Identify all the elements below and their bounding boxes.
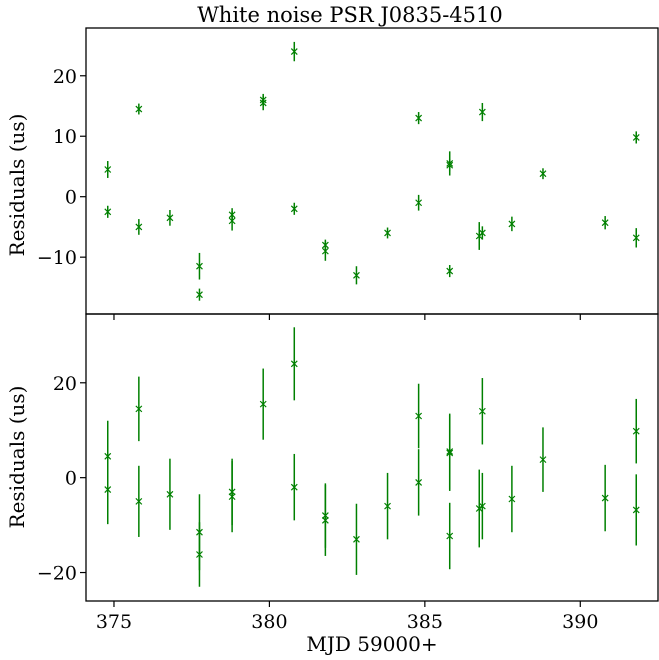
top-panel: −10 0 10 20 Residuals (us): [5, 27, 659, 320]
top-panel-y-tick-label: 20: [53, 66, 77, 88]
bottom-panel-data-point: [135, 497, 143, 505]
bottom-panel-data-point: [632, 427, 640, 435]
bottom-panel-data-point: [321, 516, 329, 524]
top-panel-data-point: [135, 223, 143, 231]
top-panel-data-point: [321, 247, 329, 255]
bottom-panel: −20 0 20 375 380 385 390 Residuals (us) MJD 59…: [5, 313, 659, 656]
top-panel-data-point: [539, 170, 547, 178]
top-panel-data-point: [632, 234, 640, 242]
x-axis-label: MJD 59000+: [306, 632, 437, 656]
x-tick-label: 380: [251, 611, 287, 633]
top-panel-data-point: [290, 48, 298, 56]
bottom-panel-data-point: [196, 551, 203, 558]
x-tick-label: 385: [407, 611, 443, 633]
top-panel-y-tick-label: −10: [37, 247, 77, 269]
top-panel-data-point: [415, 199, 423, 207]
chart-title: White noise PSR J0835-4510: [197, 3, 503, 27]
top-panel-data-point: [601, 219, 609, 227]
bottom-panel-frame: [85, 313, 659, 602]
top-panel-data-point: [478, 108, 486, 116]
bottom-panel-data-point: [632, 506, 640, 514]
top-panel-data-point: [384, 229, 391, 237]
bottom-panel-y-tick-label: 20: [53, 373, 77, 395]
top-panel-data-point: [196, 262, 203, 270]
top-panel-data-point: [290, 205, 298, 213]
bottom-panel-data-point: [290, 483, 298, 491]
bottom-panel-data-point: [446, 532, 454, 540]
bottom-panel-data-point: [478, 407, 486, 415]
bottom-panel-data-point: [259, 400, 267, 408]
bottom-panel-data-point: [384, 502, 391, 510]
top-panel-marks: [104, 41, 640, 301]
top-panel-data-point: [104, 208, 112, 216]
bottom-panel-data-point: [539, 456, 547, 464]
bottom-panel-y-tick-label: −20: [37, 563, 77, 585]
bottom-panel-data-point: [290, 360, 298, 368]
top-panel-data-point: [259, 96, 267, 104]
bottom-panel-data-point: [104, 486, 112, 493]
bottom-panel-data-point: [166, 490, 174, 498]
top-panel-y-axis-label: Residuals (us): [5, 114, 29, 257]
bottom-panel-data-point: [135, 405, 143, 413]
bottom-panel-marks: [104, 327, 640, 587]
top-panel-data-point: [166, 214, 174, 222]
top-panel-y-tick-label: 10: [53, 126, 77, 148]
bottom-panel-data-point: [228, 493, 236, 501]
bottom-panel-data-point: [446, 449, 454, 457]
bottom-panel-data-point: [508, 495, 516, 503]
top-panel-data-point: [632, 134, 640, 141]
bottom-panel-data-point: [415, 478, 423, 486]
top-panel-data-point: [353, 271, 360, 279]
bottom-panel-data-point: [415, 412, 423, 420]
top-panel-data-point: [415, 114, 423, 122]
x-tick-label: 375: [96, 611, 132, 633]
top-panel-data-point: [508, 220, 516, 228]
bottom-panel-data-point: [478, 502, 486, 510]
x-tick-label: 390: [562, 611, 598, 633]
top-panel-data-point: [228, 217, 236, 225]
top-panel-data-point: [196, 291, 203, 299]
top-panel-axes: −10 0 10 20: [37, 27, 659, 320]
bottom-panel-data-point: [353, 535, 360, 543]
top-panel-y-tick-label: 0: [65, 187, 77, 209]
bottom-panel-y-tick-label: 0: [65, 468, 77, 490]
top-panel-data-point: [478, 229, 486, 237]
top-panel-data-point: [446, 161, 454, 169]
top-panel-data-point: [135, 105, 143, 113]
top-panel-data-point: [446, 267, 454, 275]
top-panel-frame: [85, 27, 659, 315]
top-panel-data-point: [104, 166, 112, 173]
bottom-panel-axes: −20 0 20 375 380 385 390: [37, 313, 659, 633]
bottom-panel-data-point: [601, 494, 609, 502]
bottom-panel-y-axis-label: Residuals (us): [5, 386, 29, 529]
